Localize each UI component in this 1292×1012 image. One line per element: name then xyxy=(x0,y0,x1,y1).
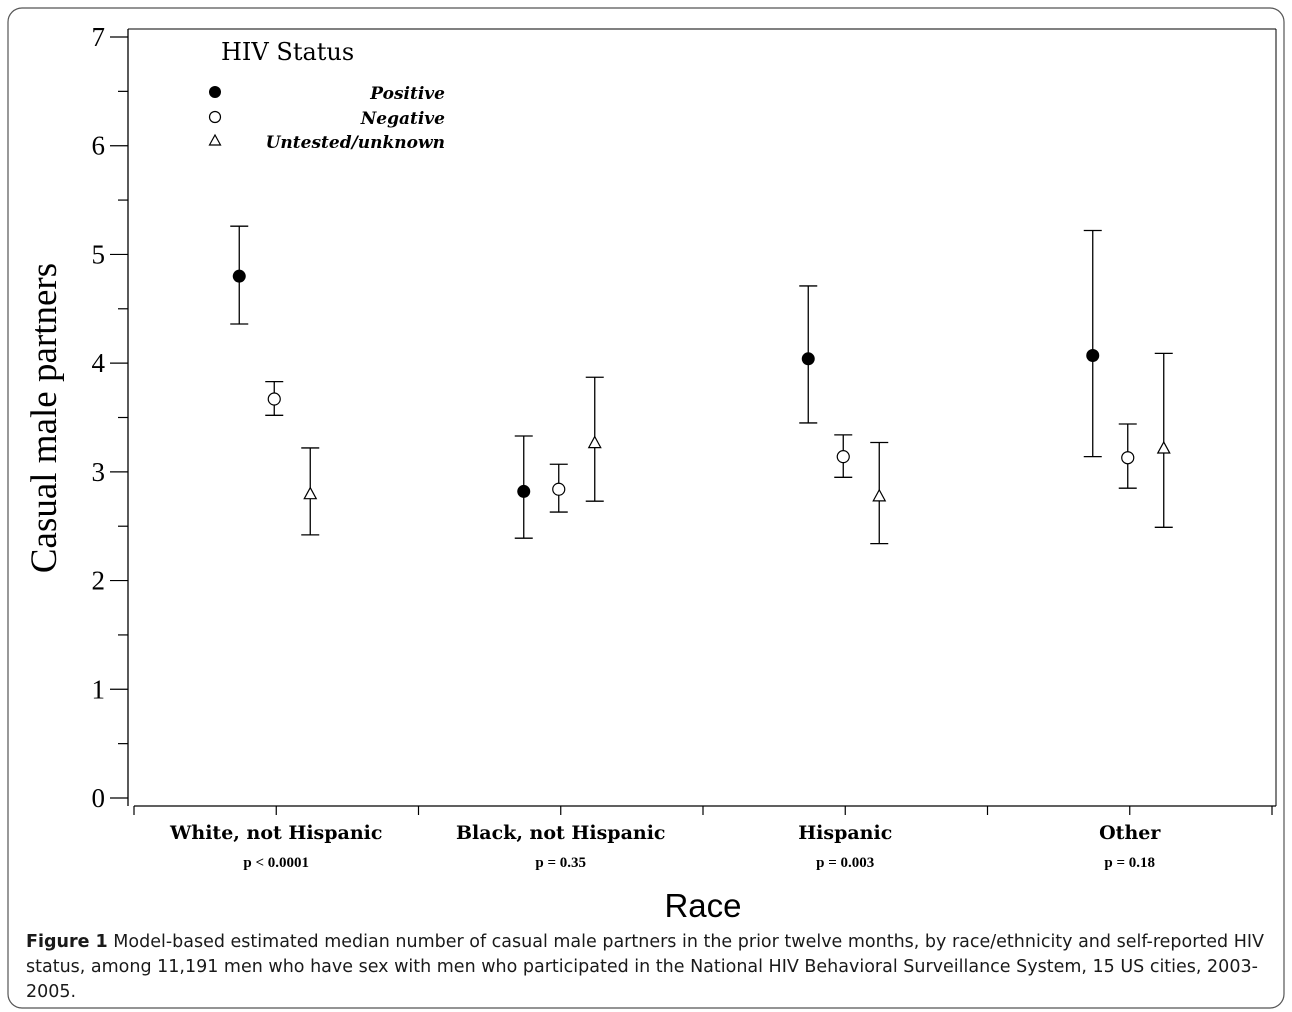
legend: HIV Status Positive Negative Untested/un… xyxy=(208,38,445,153)
data-point-group xyxy=(1118,423,1137,489)
point-positive xyxy=(232,269,246,283)
legend-label-untested: Untested/unknown xyxy=(266,133,445,153)
point-positive xyxy=(1086,349,1100,363)
p-value-label: p = 0.35 xyxy=(535,855,586,871)
data-point-group xyxy=(870,441,889,545)
legend-title: HIV Status xyxy=(221,38,354,66)
x-tick-label: White, not Hispanic xyxy=(169,822,382,844)
point-untested xyxy=(587,435,602,449)
x-tick-label: Black, not Hispanic xyxy=(456,822,666,844)
point-negative xyxy=(836,450,850,464)
data-point-group xyxy=(834,434,853,478)
p-value-label: p = 0.18 xyxy=(1104,855,1155,871)
figure-caption: Figure 1 Model-based estimated median nu… xyxy=(26,930,1276,1005)
x-axis-ticks: White, not Hispanic p < 0.0001 Black, not … xyxy=(133,806,1273,871)
y-tick-label: 1 xyxy=(92,674,106,704)
legend-marker-negative xyxy=(208,110,222,124)
data-point-group xyxy=(585,376,604,502)
y-tick-label: 0 xyxy=(92,783,106,813)
y-tick-label: 6 xyxy=(92,131,106,161)
x-tick-label: Other xyxy=(1099,822,1161,844)
point-untested xyxy=(303,486,318,500)
p-value-label: p = 0.003 xyxy=(816,855,874,871)
data-point-group xyxy=(1154,352,1173,528)
point-untested xyxy=(872,488,887,502)
chart: 0 1 2 3 4 5 6 7 White, not Hispanic p < 0.0001 Bl… xyxy=(24,22,1277,924)
data-point-group xyxy=(230,225,249,325)
y-axis-label: Casual male partners xyxy=(24,263,65,573)
point-negative xyxy=(552,482,566,496)
data-point-group xyxy=(514,435,533,539)
y-tick-label: 5 xyxy=(92,239,106,269)
y-tick-label: 3 xyxy=(92,457,106,487)
x-tick-label: Hispanic xyxy=(798,822,892,844)
figure-border xyxy=(7,7,1285,1009)
caption-text: Model-based estimated median number of c… xyxy=(26,932,1265,1002)
y-axis-ticks: 0 1 2 3 4 5 6 7 xyxy=(92,22,128,813)
point-positive xyxy=(517,484,531,498)
caption-label: Figure 1 xyxy=(26,932,108,952)
p-value-label: p < 0.0001 xyxy=(243,855,309,871)
data-point-group xyxy=(265,380,284,416)
y-tick-label: 4 xyxy=(92,348,106,378)
data-point-group xyxy=(549,463,568,513)
point-negative xyxy=(1121,451,1135,465)
y-tick-label: 2 xyxy=(92,566,106,596)
data-point-group xyxy=(1083,229,1102,458)
data-marks xyxy=(230,225,1173,545)
data-point-group xyxy=(301,447,320,536)
point-untested xyxy=(1156,440,1171,454)
y-tick-label: 7 xyxy=(92,22,106,52)
legend-label-negative: Negative xyxy=(360,109,445,129)
point-positive xyxy=(801,352,815,366)
point-negative xyxy=(267,392,281,406)
data-point-group xyxy=(799,285,818,424)
x-axis-label: Race xyxy=(664,887,741,924)
legend-marker-positive xyxy=(209,86,221,98)
legend-label-positive: Positive xyxy=(369,84,445,104)
legend-marker-untested xyxy=(208,133,222,146)
